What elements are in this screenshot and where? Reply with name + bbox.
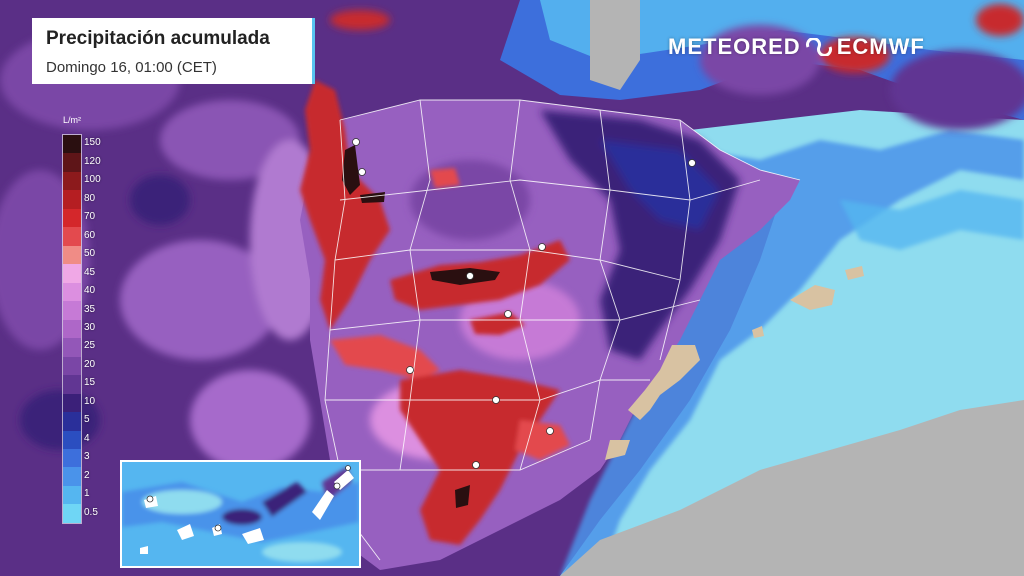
legend-label: 35 — [84, 303, 96, 315]
legend-swatch — [63, 356, 81, 376]
legend-label: 50 — [84, 248, 96, 260]
legend-label: 60 — [84, 229, 96, 241]
legend-label: 100 — [84, 174, 101, 186]
legend-swatch — [63, 448, 81, 468]
logo-swirl-icon — [805, 38, 832, 56]
legend-swatch — [63, 135, 81, 154]
legend-label: 2 — [84, 469, 90, 481]
legend-swatch — [63, 485, 81, 505]
inset-map — [122, 462, 359, 566]
legend-swatch — [63, 375, 81, 394]
legend-swatch — [63, 264, 81, 283]
north-africa — [560, 400, 1024, 576]
legend-label: 20 — [84, 358, 96, 370]
legend-unit: L/m² — [63, 115, 81, 125]
legend-label: 1 — [84, 488, 90, 500]
legend-swatch — [63, 301, 81, 320]
med-blue-bands — [560, 130, 1024, 576]
legend-label: 3 — [84, 451, 90, 463]
atlantic-texture — [0, 30, 330, 470]
region-borders — [324, 99, 801, 561]
legend-swatch — [63, 504, 81, 523]
legend-label: 15 — [84, 377, 96, 389]
legend-label: 150 — [84, 137, 101, 149]
legend-label: 4 — [84, 432, 90, 444]
legend-label: 0.5 — [84, 506, 98, 518]
legend-swatch — [63, 190, 81, 209]
peak-totals — [342, 145, 500, 508]
levante-dry — [605, 345, 700, 460]
legend-label: 5 — [84, 414, 90, 426]
legend-label: 120 — [84, 155, 101, 167]
legend-swatch — [63, 467, 81, 486]
title-panel: Precipitación acumulada Domingo 16, 01:0… — [32, 18, 315, 84]
city-markers — [352, 138, 696, 469]
map-title: Precipitación acumulada — [46, 28, 270, 49]
legend-label: 10 — [84, 395, 96, 407]
legend-swatch — [63, 412, 81, 431]
ecmwf-logo: ECMWF — [836, 34, 925, 59]
legend-swatch — [63, 245, 81, 265]
legend-swatch — [63, 338, 81, 357]
legend-labels: 150 120 100 80 70 60 50 45 40 35 30 25 20 15 10 5 4 3 2 1 0.… — [84, 134, 110, 522]
legend-label: 70 — [84, 211, 96, 223]
legend-label: 80 — [84, 192, 96, 204]
legend-label: 25 — [84, 340, 96, 352]
legend-swatch — [63, 282, 81, 302]
legend-label: 40 — [84, 285, 96, 297]
legend-label: 45 — [84, 266, 96, 278]
brand-logos: METEORED ECMWF — [668, 34, 925, 60]
legend-swatch — [63, 171, 81, 191]
legend-swatch — [63, 208, 81, 228]
legend-color-bar — [62, 134, 82, 524]
legend-swatch — [63, 430, 81, 449]
balearic-islands — [752, 266, 864, 338]
france-precip — [330, 4, 1024, 130]
map-subtitle: Domingo 16, 01:00 (CET) — [46, 59, 217, 76]
legend-swatch — [63, 393, 81, 413]
meteored-logo: METEORED — [668, 34, 801, 59]
legend-swatch — [63, 319, 81, 339]
legend-swatch — [63, 227, 81, 246]
legend-label: 30 — [84, 322, 96, 333]
legend-swatch — [63, 153, 81, 172]
canary-islands-inset — [120, 460, 361, 568]
precipitation-legend: L/m² 150 120 100 80 70 60 50 45 40 35 30 25 20 15 10 5 4… — [60, 115, 110, 530]
